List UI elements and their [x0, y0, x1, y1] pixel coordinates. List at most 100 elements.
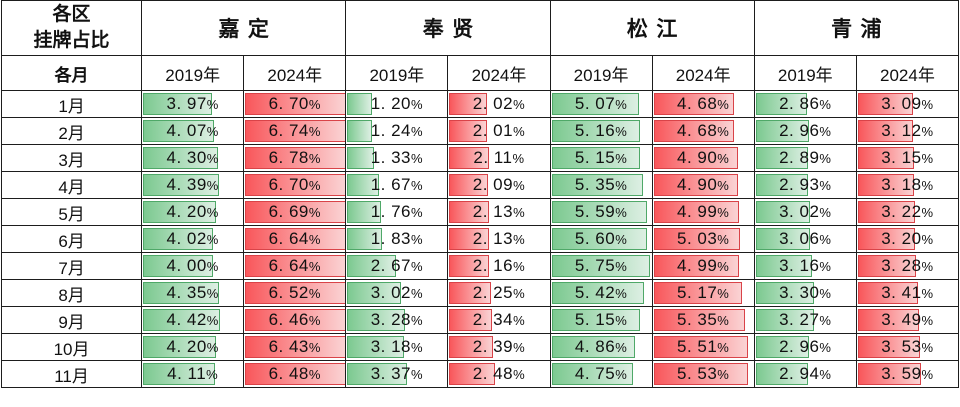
value-label: 1. 20%: [370, 94, 424, 113]
year-header: 2024年: [447, 55, 551, 91]
value-cell: 3. 09%: [855, 90, 960, 118]
month-cell: 3月: [0, 144, 143, 172]
percent-sign: %: [513, 367, 526, 382]
value-cell: 3. 12%: [855, 117, 960, 145]
table-row: 10月 4. 20% 6. 43% 3. 18% 2. 39% 4. 86% 5. 51% 2…: [0, 333, 960, 361]
data-bar: [347, 120, 373, 142]
value-label: 4. 90%: [676, 148, 730, 167]
value-label: 3. 27%: [779, 310, 832, 329]
percent-sign: %: [513, 340, 526, 355]
percent-sign: %: [615, 232, 628, 247]
value-cell: 2. 93%: [753, 171, 857, 199]
value-cell: 4. 90%: [651, 171, 755, 199]
percent-sign: %: [308, 151, 321, 166]
value-cell: 4. 75%: [549, 360, 653, 388]
value-cell: 4. 86%: [549, 333, 653, 361]
value-cell: 4. 11%: [141, 360, 245, 388]
value-label: 4. 11%: [167, 364, 219, 383]
year-header: 2024年: [651, 55, 755, 91]
value-cell: 4. 39%: [141, 171, 245, 199]
data-bar: [653, 255, 740, 277]
percent-sign: %: [921, 97, 934, 112]
data-bar: [143, 255, 213, 277]
value-cell: 2. 01%: [447, 117, 551, 145]
data-bar: [755, 147, 808, 169]
month-cell: 2月: [0, 117, 143, 145]
value-cell: 2. 09%: [447, 171, 551, 199]
percent-sign: %: [411, 205, 424, 220]
value-label: 5. 03%: [676, 229, 730, 248]
percent-sign: %: [206, 286, 219, 301]
value-cell: 3. 28%: [855, 252, 960, 280]
month-cell: 5月: [0, 198, 143, 226]
value-label: 3. 18%: [881, 175, 934, 194]
value-label: 3. 49%: [881, 310, 934, 329]
percent-sign: %: [308, 259, 321, 274]
data-bar: [245, 147, 345, 169]
month-cell: 1月: [0, 90, 143, 118]
value-cell: 2. 02%: [447, 90, 551, 118]
month-column-header: 各月: [0, 55, 143, 91]
percent-sign: %: [513, 205, 526, 220]
value-cell: 4. 68%: [651, 117, 755, 145]
data-bar: [347, 147, 374, 169]
value-label: 2. 11%: [473, 148, 525, 167]
value-cell: 3. 59%: [855, 360, 960, 388]
percent-sign: %: [717, 178, 730, 193]
percent-sign: %: [308, 286, 321, 301]
percent-sign: %: [513, 313, 526, 328]
value-label: 5. 15%: [574, 310, 628, 329]
value-cell: 3. 41%: [855, 279, 960, 307]
value-label: 4. 68%: [676, 94, 730, 113]
value-label: 5. 07%: [574, 94, 628, 113]
data-bar: [449, 336, 494, 358]
data-bar: [449, 282, 491, 304]
value-cell: 4. 99%: [651, 252, 755, 280]
percent-sign: %: [615, 205, 628, 220]
percent-sign: %: [717, 259, 730, 274]
percent-sign: %: [921, 232, 934, 247]
percent-sign: %: [921, 124, 934, 139]
value-label: 2. 93%: [779, 175, 832, 194]
percent-sign: %: [206, 232, 219, 247]
value-label: 3. 30%: [779, 283, 832, 302]
value-label: 5. 42%: [574, 283, 628, 302]
value-cell: 2. 25%: [447, 279, 551, 307]
value-cell: 2. 96%: [753, 117, 857, 145]
percent-sign: %: [717, 97, 730, 112]
value-label: 2. 39%: [472, 337, 526, 356]
value-cell: 2. 13%: [447, 225, 551, 253]
data-bar: [245, 93, 345, 115]
table-row: 2月 4. 07% 6. 74% 1. 24% 2. 01% 5. 16% 4. 68% 2.…: [0, 117, 960, 145]
data-bar: [347, 336, 404, 358]
percent-sign: %: [819, 232, 832, 247]
data-bar: [755, 201, 810, 223]
data-bar: [653, 282, 743, 304]
data-bar: [653, 120, 735, 142]
percent-sign: %: [615, 178, 628, 193]
district-header: 青浦: [753, 0, 960, 56]
value-label: 3. 16%: [779, 256, 832, 275]
value-cell: 6. 64%: [243, 225, 347, 253]
percent-sign: %: [819, 124, 832, 139]
data-bar: [653, 228, 741, 250]
value-label: 3. 97%: [166, 94, 219, 113]
value-label: 2. 16%: [472, 256, 526, 275]
data-bar: [143, 309, 220, 331]
value-cell: 4. 02%: [141, 225, 245, 253]
value-cell: 2. 11%: [447, 144, 551, 172]
value-cell: 1. 33%: [345, 144, 449, 172]
table-row: 3月 4. 30% 6. 78% 1. 33% 2. 11% 5. 15% 4. 90% 2.…: [0, 144, 960, 172]
value-cell: 4. 30%: [141, 144, 245, 172]
data-bar: [755, 363, 809, 385]
value-label: 5. 60%: [574, 229, 628, 248]
data-bar: [857, 282, 919, 304]
value-cell: 4. 42%: [141, 306, 245, 334]
data-bar: [245, 309, 345, 331]
value-label: 5. 16%: [574, 121, 628, 140]
data-bar: [143, 93, 213, 115]
data-bar: [347, 228, 382, 250]
percent-sign: %: [513, 232, 526, 247]
percent-sign: %: [308, 178, 321, 193]
data-bar: [347, 363, 407, 385]
